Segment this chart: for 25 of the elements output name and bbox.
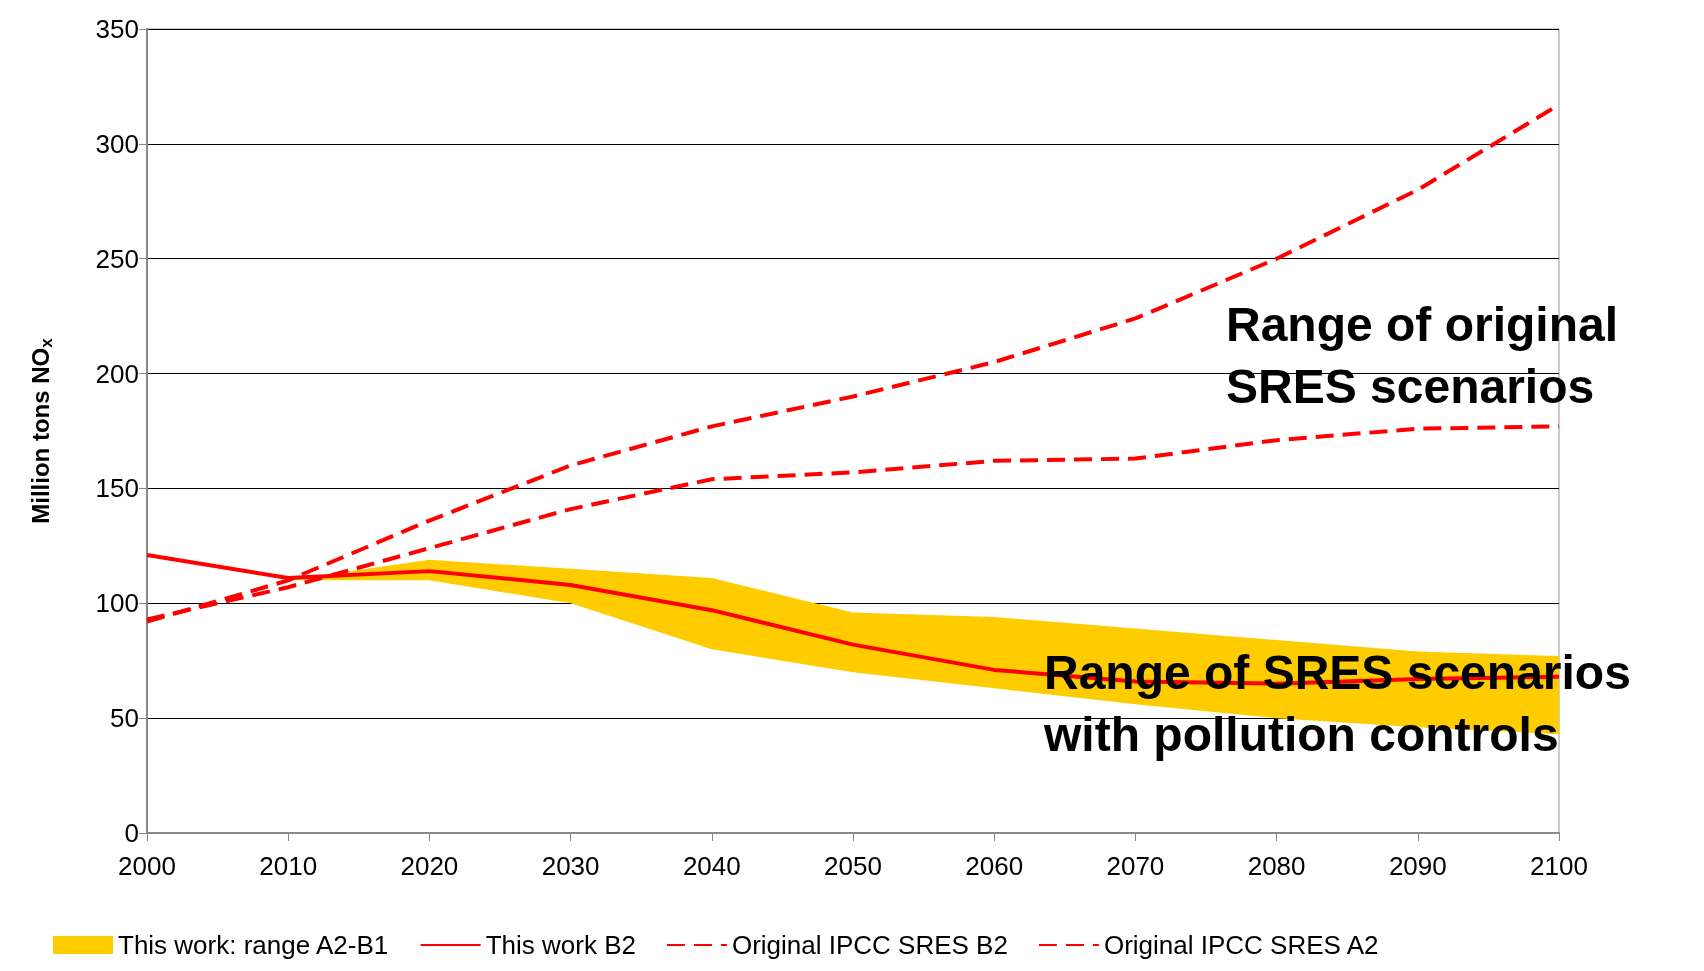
y-tick-label: 150: [95, 473, 139, 504]
x-tick-label: 2100: [1530, 851, 1588, 881]
y-tick-label: 50: [110, 703, 139, 734]
x-tick-label: 2040: [682, 851, 741, 881]
y-tick-label: 350: [95, 14, 139, 44]
y-tick-label: 300: [95, 128, 139, 159]
x-tick-label: 2050: [824, 851, 882, 881]
legend-label: This work B2: [485, 930, 636, 960]
y-tick-label: 0: [124, 818, 139, 848]
legend-label: This work: range A2-B1: [118, 930, 389, 960]
y-tick-label: 100: [95, 588, 139, 619]
x-tick-label: 2070: [1106, 851, 1165, 881]
x-tick-label: 2090: [1388, 851, 1447, 881]
y-tick-label: 250: [95, 243, 139, 274]
legend-label: Original IPCC SRES B2: [731, 930, 1008, 960]
y-axis-title: Million tons NOx: [27, 337, 56, 524]
x-tick-label: 2000: [118, 851, 176, 881]
x-tick-label: 2020: [400, 851, 459, 881]
x-tick-label: 2060: [965, 851, 1024, 881]
y-tick-label: 200: [95, 358, 139, 389]
annotation: Range of original SRES scenarios: [1226, 297, 1619, 413]
x-tick-label: 2030: [541, 851, 600, 881]
legend-label: Original IPCC SRES A2: [1103, 930, 1379, 960]
x-tick-label: 2010: [259, 851, 318, 881]
x-tick-label: 2080: [1247, 851, 1306, 881]
